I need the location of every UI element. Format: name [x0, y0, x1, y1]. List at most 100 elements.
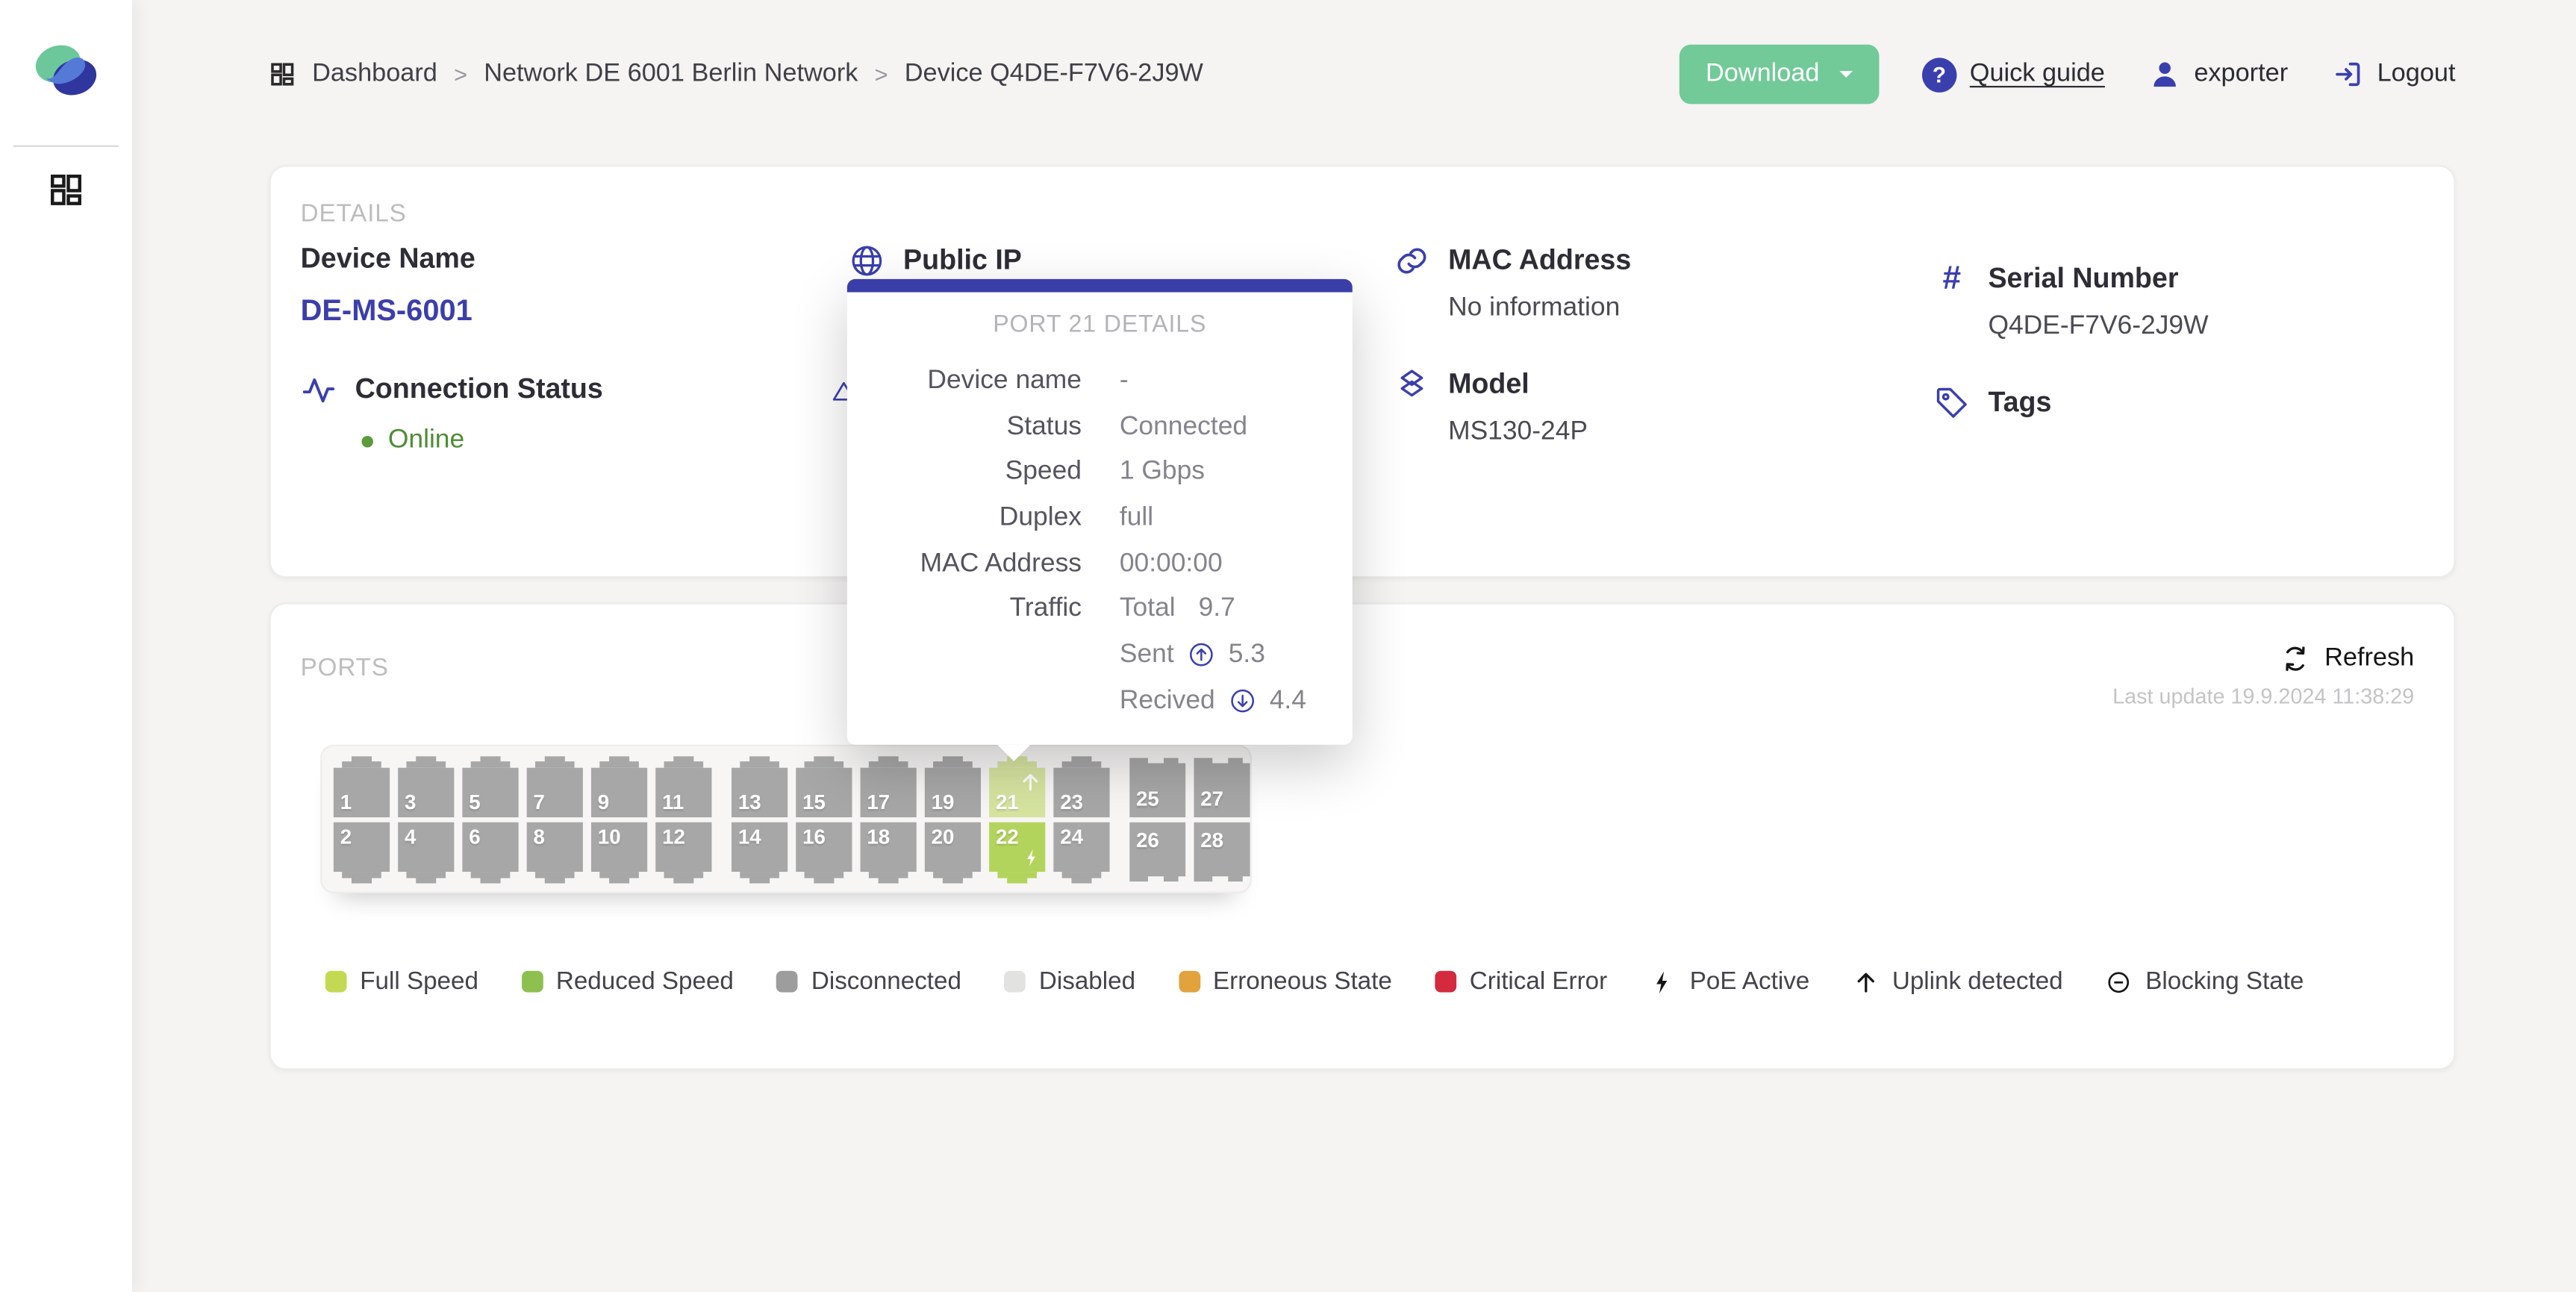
public-ip-label: Public IP: [903, 244, 1022, 276]
port-13[interactable]: 13: [731, 767, 788, 818]
logout-button[interactable]: Logout: [2331, 57, 2456, 90]
legend-item: Full Speed: [325, 967, 478, 996]
circle-minus-icon: [2108, 971, 2130, 993]
tooltip-row-value: full: [1119, 503, 1154, 532]
legend-item: Erroneous State: [1178, 967, 1392, 996]
tooltip-row-value: Recived 4.4: [1119, 686, 1306, 715]
port-3[interactable]: 3: [398, 767, 455, 818]
refresh-button[interactable]: Refresh: [2280, 644, 2414, 674]
details-card: DETAILS Device Name DE-MS-6001 Connectio…: [269, 165, 2456, 578]
port-8[interactable]: 8: [526, 822, 583, 873]
port-number: 9: [597, 790, 610, 814]
port-12[interactable]: 12: [655, 822, 712, 873]
port-11[interactable]: 11: [655, 767, 712, 818]
legend-label: PoE Active: [1689, 967, 1810, 996]
port-number: 22: [995, 826, 1019, 849]
port-number: 17: [867, 790, 891, 814]
port-1[interactable]: 1: [333, 767, 390, 818]
port-20[interactable]: 20: [924, 822, 982, 873]
legend-label: Reduced Speed: [555, 967, 734, 996]
serial-number-label: Serial Number: [1988, 262, 2179, 294]
link-icon: [1394, 243, 1430, 279]
port-16[interactable]: 16: [796, 822, 852, 873]
port-column: 17 18: [860, 767, 917, 873]
port-28[interactable]: 28: [1194, 822, 1250, 882]
tooltip-row: Traffic Total 9.7: [847, 587, 1353, 632]
port-number: 10: [597, 826, 621, 849]
port-number: 25: [1135, 787, 1159, 811]
port-22[interactable]: 22: [989, 822, 1046, 873]
legend-color-chip: [1178, 970, 1200, 993]
port-21[interactable]: 21: [989, 767, 1046, 818]
tooltip-row: Sent 5.3: [847, 633, 1353, 678]
username: exporter: [2194, 59, 2289, 88]
port-14[interactable]: 14: [731, 822, 788, 873]
download-label: Download: [1705, 59, 1820, 88]
legend-item: Reduced Speed: [521, 967, 734, 996]
port-column: 13 14: [731, 767, 788, 873]
port-25[interactable]: 25: [1129, 758, 1186, 818]
user-menu[interactable]: exporter: [2148, 57, 2288, 90]
uplink-arrow-icon: [1023, 773, 1038, 791]
port-18[interactable]: 18: [860, 822, 917, 873]
port-19[interactable]: 19: [924, 767, 982, 818]
refresh-icon: [2280, 644, 2310, 674]
tooltip-row-value: Sent 5.3: [1119, 640, 1265, 669]
port-24[interactable]: 24: [1053, 822, 1110, 873]
online-dot-icon: [361, 434, 373, 447]
question-icon: ?: [1921, 57, 1957, 92]
port-column: 9 10: [590, 767, 648, 873]
tooltip-row-label: MAC Address: [920, 549, 1082, 578]
last-update-text: Last update 19.9.2024 11:38:29: [2112, 683, 2415, 709]
breadcrumb-network[interactable]: Network DE 6001 Berlin Network: [484, 59, 858, 88]
port-23[interactable]: 23: [1053, 767, 1110, 818]
port-details-tooltip: PORT 21 DETAILS Device name - Status Connec…: [846, 278, 1353, 761]
poe-bolt-icon: [1027, 849, 1035, 867]
tooltip-row: Recived 4.4: [847, 678, 1353, 724]
port-number: 18: [867, 826, 891, 849]
port-17[interactable]: 17: [860, 767, 917, 818]
port-5[interactable]: 5: [462, 767, 519, 818]
sidebar-dashboard-icon[interactable]: [48, 172, 84, 208]
port-9[interactable]: 9: [590, 767, 648, 818]
port-7[interactable]: 7: [526, 767, 583, 818]
tooltip-rows: Device name - Status Connected Speed 1 Gbps Du…: [847, 358, 1353, 724]
connection-status-field: Connection Status Online: [301, 372, 849, 456]
tooltip-row-value: Total 9.7: [1119, 595, 1235, 623]
port-15[interactable]: 15: [796, 767, 852, 818]
dashboard-grid-icon: [269, 61, 296, 87]
details-section-title: DETAILS: [300, 199, 407, 228]
port-number: 24: [1060, 826, 1083, 849]
port-number: 7: [533, 790, 545, 814]
legend-color-chip: [1435, 970, 1457, 993]
download-button[interactable]: Download: [1679, 44, 1880, 104]
tags-field: Tags: [1933, 384, 2424, 421]
serial-number-field: # Serial Number Q4DE-F7V6-2J9W: [1933, 260, 2424, 342]
legend-label: Uplink detected: [1892, 967, 2063, 996]
port-column: 11 12: [655, 767, 712, 873]
online-text: Online: [387, 425, 465, 455]
tooltip-row: MAC Address 00:00:00: [847, 541, 1353, 587]
port-strip: 1 2 3 4 5 6 7 8 9 10 11 12 13 14 15 16 17 18 19 20 21 22 23 24 2…: [322, 746, 1250, 882]
details-col-2: Public IP: [849, 243, 1394, 499]
port-26[interactable]: 26: [1129, 822, 1186, 882]
layers-icon: [1394, 366, 1430, 403]
port-4[interactable]: 4: [398, 822, 455, 873]
quick-guide-link[interactable]: ? Quick guide: [1921, 57, 2105, 92]
device-name-field: Device Name DE-MS-6001: [301, 243, 849, 328]
port-27[interactable]: 27: [1194, 758, 1250, 818]
port-6[interactable]: 6: [462, 822, 519, 873]
device-name-label: Device Name: [300, 243, 475, 275]
port-10[interactable]: 10: [590, 822, 648, 873]
port-number: 27: [1200, 787, 1224, 811]
legend-item: Critical Error: [1435, 967, 1607, 996]
breadcrumb-dashboard[interactable]: Dashboard: [312, 59, 437, 88]
activity-icon: [301, 372, 337, 408]
connection-status-label: Connection Status: [355, 372, 603, 405]
mac-address-label: MAC Address: [1448, 244, 1632, 276]
port-2[interactable]: 2: [333, 822, 390, 873]
legend-label: Critical Error: [1469, 967, 1608, 996]
tags-label: Tags: [1988, 386, 2052, 418]
